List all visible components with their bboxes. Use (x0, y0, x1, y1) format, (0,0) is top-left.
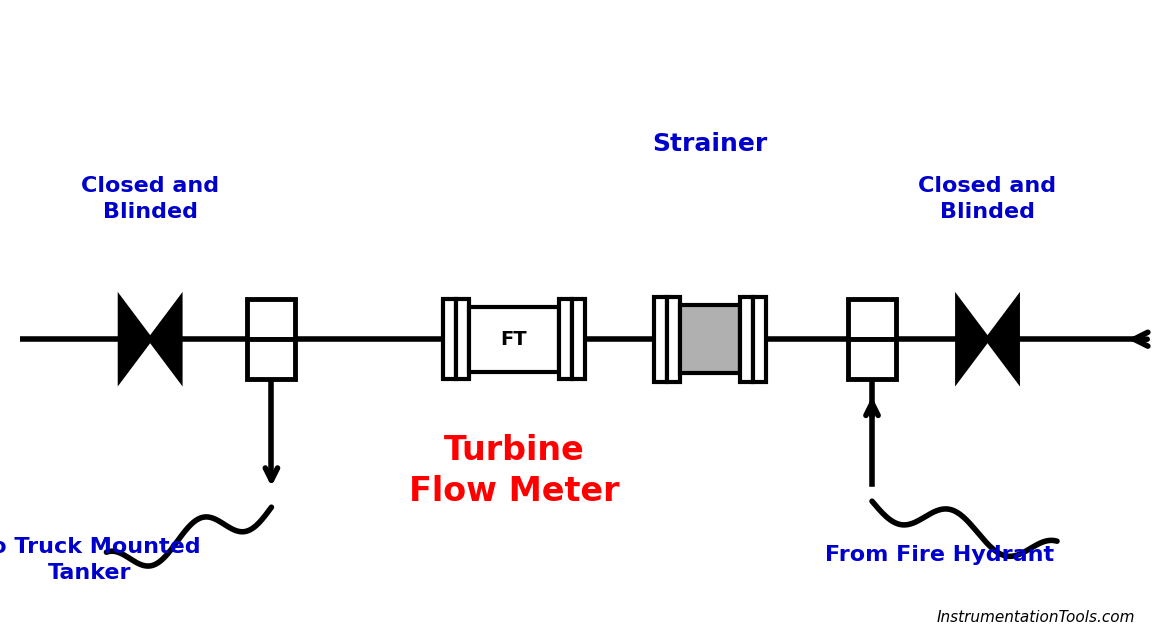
Bar (753, 297, 766, 381)
Polygon shape (957, 300, 988, 379)
Text: FT: FT (500, 330, 528, 349)
Bar (247, 300, 296, 339)
Bar (680, 305, 740, 373)
Bar (469, 307, 559, 372)
Polygon shape (120, 300, 150, 379)
Polygon shape (150, 300, 180, 379)
Bar (848, 339, 896, 379)
Bar (668, 297, 680, 381)
Bar (848, 300, 896, 339)
Bar (572, 300, 584, 379)
Text: Turbine
Flow Meter: Turbine Flow Meter (409, 434, 619, 508)
Bar (559, 300, 572, 379)
Bar (247, 339, 296, 379)
Bar (444, 300, 456, 379)
Text: InstrumentationTools.com: InstrumentationTools.com (937, 610, 1135, 625)
Bar (740, 297, 753, 381)
Polygon shape (988, 300, 1018, 379)
Text: From Fire Hydrant: From Fire Hydrant (826, 545, 1055, 565)
Bar (655, 297, 668, 381)
Bar (456, 300, 469, 379)
Text: Closed and
Blinded: Closed and Blinded (918, 176, 1057, 223)
Text: Strainer: Strainer (653, 132, 768, 156)
Text: To Truck Mounted
Tanker: To Truck Mounted Tanker (0, 537, 201, 583)
Text: Closed and
Blinded: Closed and Blinded (81, 176, 219, 223)
